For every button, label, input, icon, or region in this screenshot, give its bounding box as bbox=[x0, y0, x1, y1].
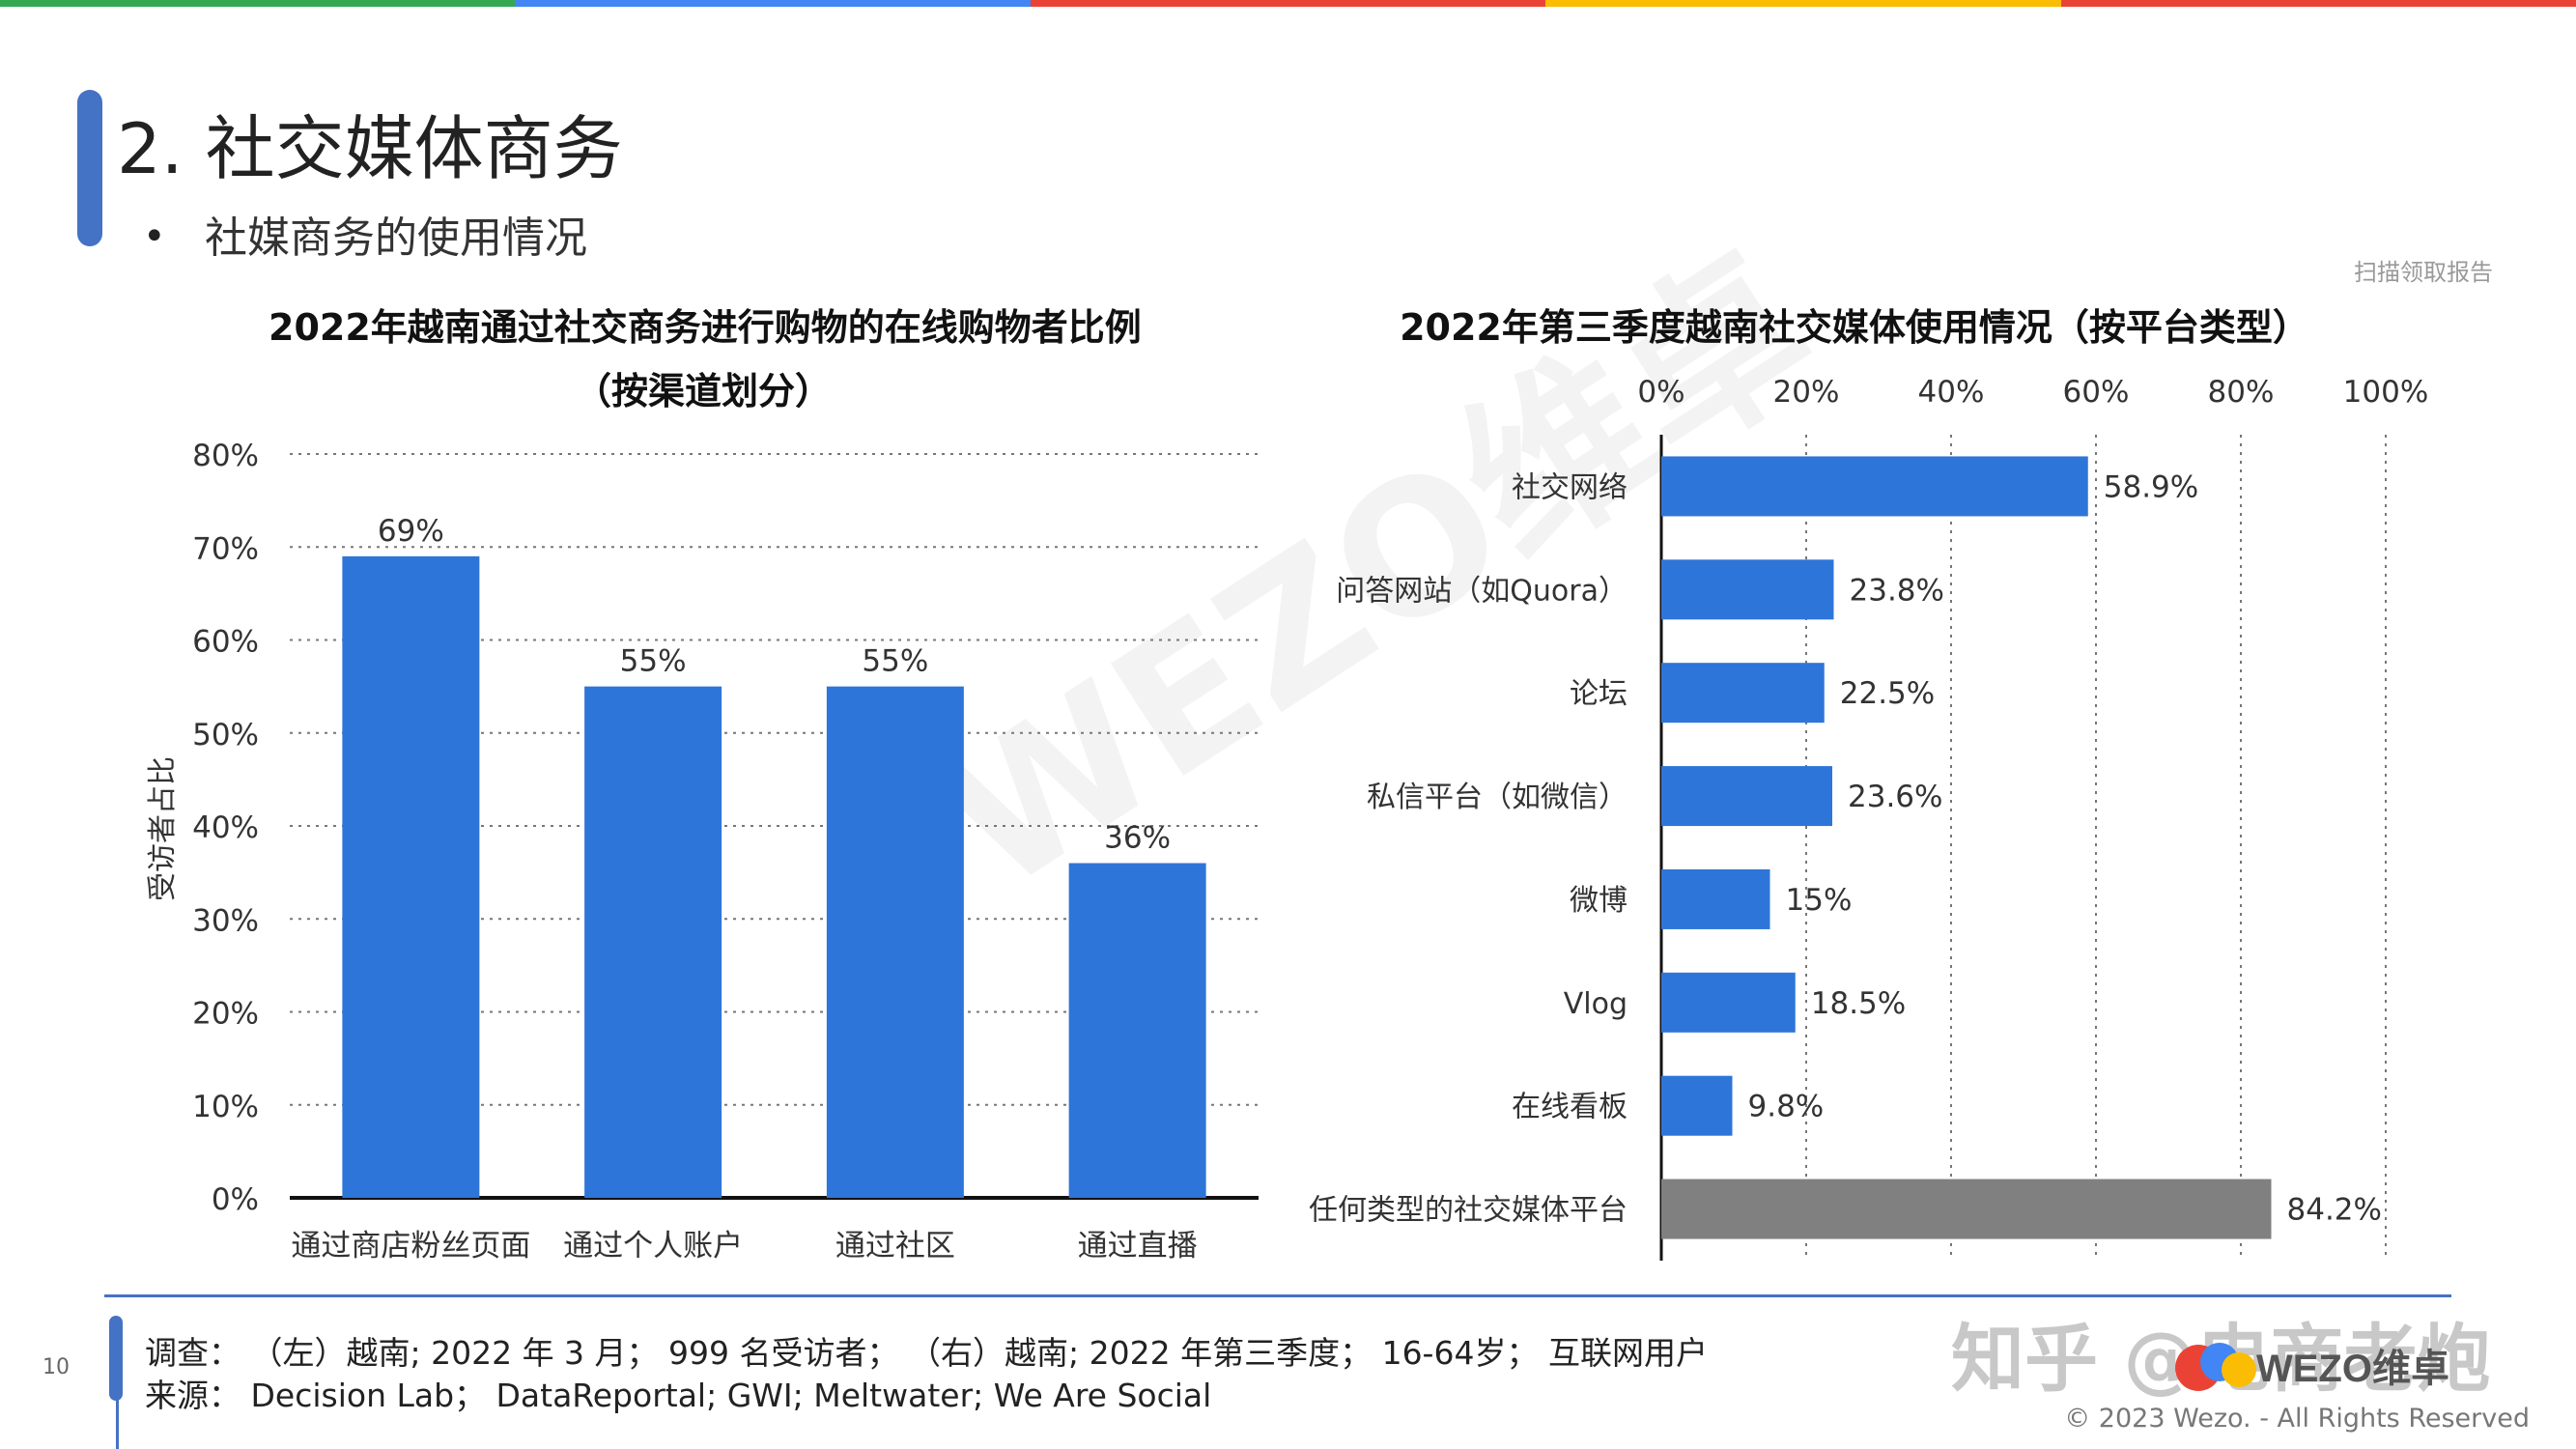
top-color-segment-4 bbox=[1545, 0, 2061, 7]
right-bar-value-label: 84.2% bbox=[2287, 1193, 2382, 1228]
right-bar bbox=[1661, 1179, 2272, 1239]
footer-accent-line bbox=[116, 1399, 119, 1449]
subtitle-bullet: • bbox=[143, 214, 166, 259]
left-category-label: 通过个人账户 bbox=[563, 1229, 743, 1264]
page-number: 10 bbox=[42, 1355, 70, 1379]
left-ytick-label: 20% bbox=[192, 997, 259, 1032]
right-bar bbox=[1661, 972, 1796, 1033]
right-category-label: 论坛 bbox=[1570, 677, 1628, 711]
right-bar bbox=[1661, 559, 1834, 620]
right-bar bbox=[1661, 456, 2088, 517]
footer-rule bbox=[104, 1294, 2451, 1297]
right-xtick-label: 60% bbox=[2063, 375, 2130, 410]
left-category-label: 通过直播 bbox=[1078, 1229, 1198, 1264]
right-bar-value-label: 15% bbox=[1786, 883, 1853, 918]
page-subtitle: 社媒商务的使用情况 bbox=[205, 213, 587, 263]
right-xtick-label: 100% bbox=[2343, 375, 2429, 410]
top-color-bar bbox=[0, 0, 2576, 7]
right-bar bbox=[1661, 766, 1832, 827]
right-bar bbox=[1661, 868, 1770, 929]
left-bar bbox=[342, 555, 480, 1198]
left-chart-title-line1: 2022年越南通过社交商务进行购物的在线购物者比例 bbox=[269, 306, 1142, 349]
right-chart-title: 2022年第三季度越南社交媒体使用情况（按平台类型） bbox=[1400, 306, 2309, 349]
left-category-label: 通过商店粉丝页面 bbox=[291, 1229, 530, 1264]
top-color-segment-2 bbox=[515, 0, 1031, 7]
left-ytick-label: 10% bbox=[192, 1090, 259, 1124]
right-bar-value-label: 22.5% bbox=[1840, 676, 1935, 711]
left-y-axis-label: 受访者占比 bbox=[146, 756, 180, 901]
right-category-label: 微博 bbox=[1570, 884, 1628, 918]
left-bar-value-label: 55% bbox=[620, 644, 687, 679]
left-ytick-label: 50% bbox=[192, 718, 259, 753]
right-category-label: 私信平台（如微信） bbox=[1367, 781, 1628, 814]
survey-note: 调查： （左）越南; 2022 年 3 月； 999 名受访者； （右）越南; … bbox=[145, 1334, 1708, 1372]
right-bar-value-label: 9.8% bbox=[1748, 1090, 1825, 1124]
logo-text: WEZO维卓 bbox=[2256, 1348, 2449, 1390]
left-ytick-label: 80% bbox=[192, 439, 259, 473]
right-category-label: 任何类型的社交媒体平台 bbox=[1309, 1194, 1628, 1228]
left-ytick-label: 60% bbox=[192, 625, 259, 660]
top-color-segment-3 bbox=[1030, 0, 1546, 7]
copyright: © 2023 Wezo. - All Rights Reserved bbox=[2064, 1404, 2530, 1434]
page-title: 2. 社交媒体商务 bbox=[117, 108, 623, 189]
right-bar-value-label: 23.8% bbox=[1850, 573, 1944, 608]
left-ytick-label: 30% bbox=[192, 903, 259, 938]
right-category-label: Vlog bbox=[1564, 987, 1628, 1021]
right-bar bbox=[1661, 1075, 1733, 1136]
footer-accent-bar bbox=[109, 1316, 123, 1401]
right-category-label: 在线看板 bbox=[1512, 1091, 1628, 1124]
source-note: 来源： Decision Lab； DataReportal; GWI; Mel… bbox=[145, 1377, 1212, 1414]
left-bar bbox=[584, 686, 722, 1198]
left-ytick-label: 70% bbox=[192, 531, 259, 566]
right-xtick-label: 40% bbox=[1918, 375, 1985, 410]
right-bar-value-label: 18.5% bbox=[1811, 986, 1906, 1021]
left-ytick-label: 0% bbox=[212, 1182, 259, 1217]
right-xtick-label: 80% bbox=[2208, 375, 2275, 410]
left-bar-value-label: 55% bbox=[862, 644, 928, 679]
right-xtick-label: 0% bbox=[1637, 375, 1684, 410]
left-category-label: 通过社区 bbox=[835, 1229, 955, 1264]
top-color-segment-5 bbox=[2060, 0, 2576, 7]
left-bar bbox=[1068, 863, 1206, 1198]
right-category-label: 问答网站（如Quora） bbox=[1336, 574, 1628, 608]
left-bar-value-label: 69% bbox=[378, 514, 444, 549]
right-bar-value-label: 23.6% bbox=[1848, 780, 1942, 814]
left-bar-value-label: 36% bbox=[1104, 821, 1171, 856]
right-bar-value-label: 58.9% bbox=[2104, 469, 2198, 504]
left-ytick-label: 40% bbox=[192, 810, 259, 845]
scan-note[interactable]: 扫描领取报告 bbox=[2354, 259, 2493, 286]
title-accent-bar bbox=[77, 90, 102, 246]
right-bar bbox=[1661, 663, 1825, 724]
left-chart-title-line2: （按渠道划分） bbox=[574, 370, 832, 412]
right-xtick-label: 20% bbox=[1773, 375, 1840, 410]
top-color-segment-1 bbox=[0, 0, 516, 7]
left-bar bbox=[826, 686, 964, 1198]
wezo-logo-icon: WEZO维卓 bbox=[2175, 1343, 2449, 1391]
right-category-label: 社交网络 bbox=[1512, 470, 1628, 504]
